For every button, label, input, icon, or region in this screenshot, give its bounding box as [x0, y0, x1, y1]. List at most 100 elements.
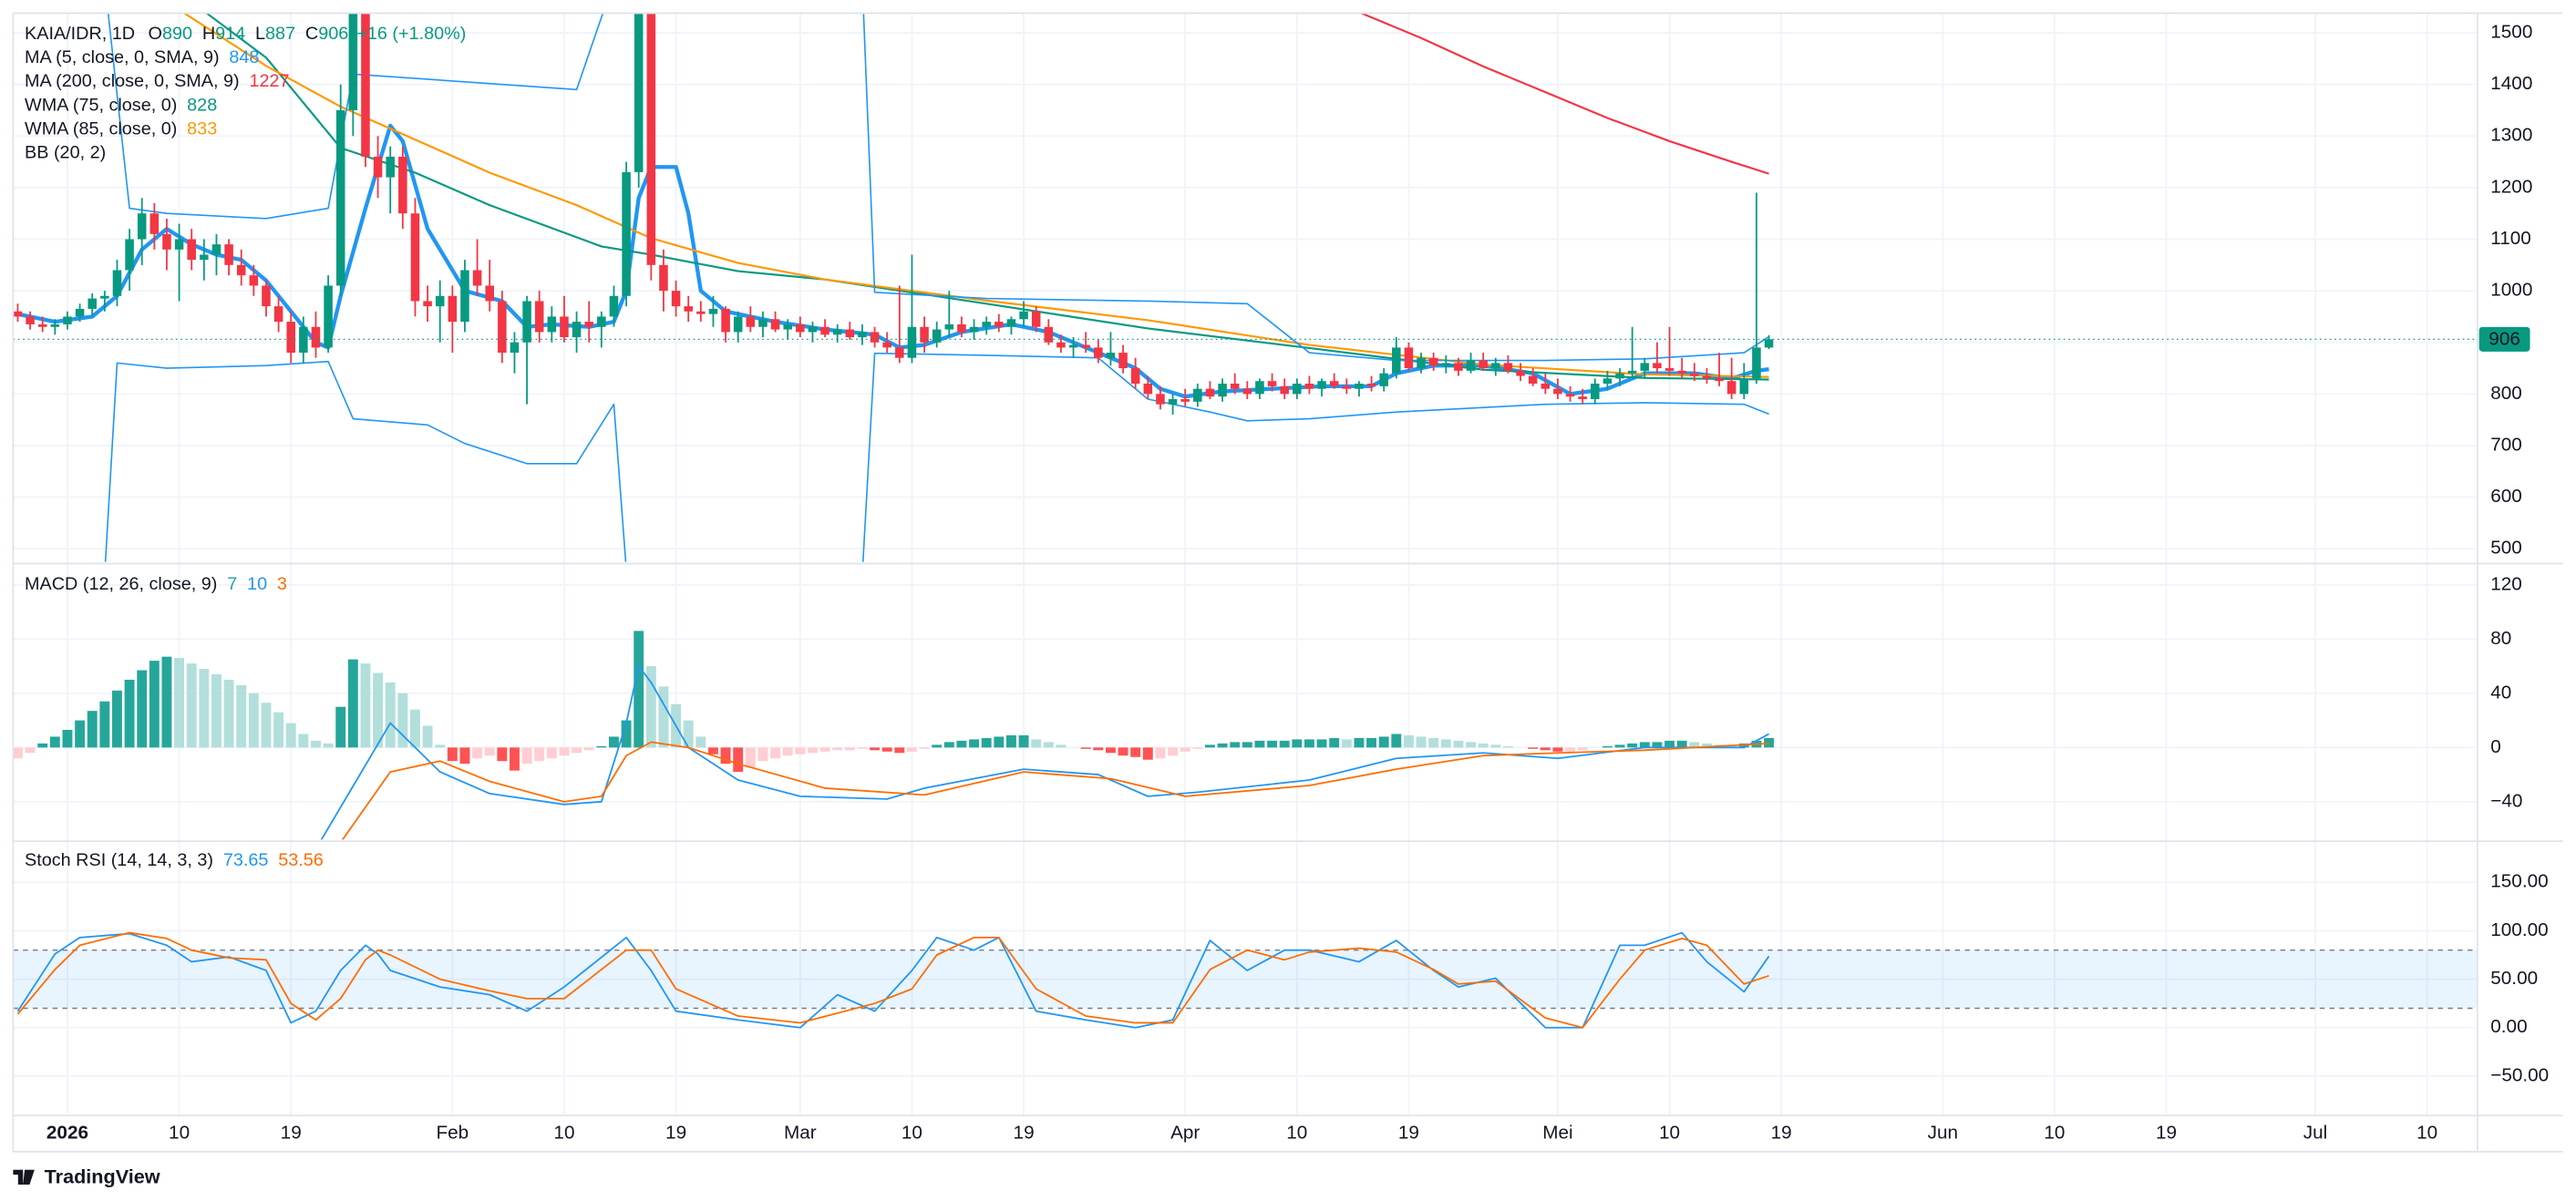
candle-body — [858, 332, 867, 338]
candle-body — [1180, 399, 1190, 402]
candle-body — [808, 326, 818, 333]
histogram-bar — [770, 747, 781, 759]
histogram-bar — [1043, 742, 1054, 748]
histogram-bar — [25, 747, 36, 754]
candle-body — [410, 213, 420, 302]
candle-body — [13, 311, 23, 317]
histogram-bar — [1664, 740, 1675, 748]
histogram-bar — [1080, 747, 1091, 749]
candle-body — [1466, 360, 1476, 371]
candle-body — [1417, 357, 1426, 369]
candle-body — [137, 213, 147, 240]
candle-body — [1317, 381, 1326, 389]
histogram-bar — [1005, 734, 1016, 748]
ohlc-letter: C — [305, 24, 318, 44]
candle-body — [311, 326, 321, 348]
candle-body — [944, 323, 954, 330]
candle-body — [1392, 347, 1401, 374]
candle-body — [932, 329, 942, 343]
candle-body — [1044, 326, 1054, 343]
legend-row: KAIA/IDR, 1D O890 H914 L887 C906 +16 (+1.80%) — [25, 24, 466, 44]
histogram-bar — [1341, 739, 1352, 748]
histogram-bar — [1056, 744, 1066, 748]
candle-body — [534, 301, 544, 333]
candle-body — [100, 295, 109, 299]
ohlc-value: 914 — [215, 24, 245, 44]
histogram-bar — [1180, 747, 1190, 752]
candle-body — [708, 308, 718, 314]
candle-body — [1156, 394, 1165, 405]
legend-name: MACD (12, 26, close, 9) — [25, 574, 217, 594]
candle-body — [1454, 363, 1463, 371]
y-tick-label: 1200 — [2490, 176, 2532, 197]
candle-body — [622, 171, 631, 296]
candle-body — [1081, 344, 1090, 348]
histogram-bar — [1428, 737, 1439, 748]
x-tick-label: 19 — [1014, 1123, 1035, 1144]
candle-body — [249, 275, 259, 286]
candle-body — [832, 329, 842, 335]
histogram-bar — [757, 747, 768, 762]
band-line — [107, 13, 1770, 362]
candle-body — [1143, 384, 1153, 395]
y-tick-label: 800 — [2490, 383, 2522, 404]
candle-body — [1193, 388, 1202, 402]
x-tick-label: 2026 — [46, 1123, 88, 1144]
legend-row: MACD (12, 26, close, 9) 7 10 3 — [25, 574, 287, 594]
candle-body — [1602, 378, 1613, 385]
histogram-bar — [1204, 744, 1215, 748]
candle-body — [907, 326, 917, 358]
candle-body — [522, 301, 531, 343]
last-price-label: 906 — [2488, 329, 2520, 350]
histogram-bar — [1168, 747, 1179, 756]
histogram-bar — [112, 690, 122, 748]
histogram-bar — [373, 672, 384, 748]
histogram-bar — [683, 720, 694, 748]
last-price-box — [2478, 326, 2530, 352]
histogram-bar — [546, 747, 557, 759]
histogram-bar — [1118, 747, 1128, 756]
histogram-bar — [1639, 742, 1650, 748]
candle-body — [659, 264, 668, 292]
candle-body — [187, 239, 196, 261]
candle-body — [1218, 384, 1227, 397]
histogram-bar — [174, 658, 185, 748]
y-tick-label: 100.00 — [2490, 919, 2548, 940]
histogram-bar — [161, 656, 172, 748]
candle-body — [373, 156, 383, 178]
histogram-bar — [62, 729, 73, 748]
histogram-bar — [1279, 740, 1290, 748]
histogram-bar — [1528, 747, 1539, 749]
candle-body — [1653, 363, 1662, 369]
histogram-bar — [621, 720, 632, 748]
legend-value: 828 — [187, 96, 217, 116]
candle-body — [460, 270, 469, 323]
x-tick-label: 10 — [2416, 1123, 2437, 1144]
legend-row: MA (5, close, 0, SMA, 9) 848 — [25, 47, 259, 67]
histogram-bar — [1093, 747, 1104, 751]
candle-body — [1578, 396, 1587, 400]
histogram-bar — [13, 747, 23, 759]
candle-body — [1553, 388, 1562, 395]
candle-body — [1739, 378, 1749, 395]
histogram-bar — [435, 744, 446, 748]
candle-body — [398, 156, 407, 214]
histogram-bar — [534, 747, 545, 762]
histogram-bar — [696, 736, 706, 748]
histogram-bar — [1440, 739, 1451, 748]
histogram-bar — [484, 747, 495, 756]
candle-body — [572, 322, 582, 338]
ohlc-letter: H — [202, 24, 215, 44]
histogram-bar — [186, 663, 197, 748]
candle-body — [386, 156, 395, 178]
change-label: +16 (+1.80%) — [356, 24, 466, 44]
histogram-bar — [870, 747, 881, 751]
histogram-bar — [1466, 742, 1477, 748]
candle-body — [895, 347, 904, 358]
histogram-bar — [1764, 737, 1775, 748]
x-tick-label: 10 — [169, 1123, 190, 1144]
band-line — [104, 352, 1769, 562]
y-tick-label: 150.00 — [2490, 871, 2548, 892]
candle-body — [1006, 319, 1016, 327]
